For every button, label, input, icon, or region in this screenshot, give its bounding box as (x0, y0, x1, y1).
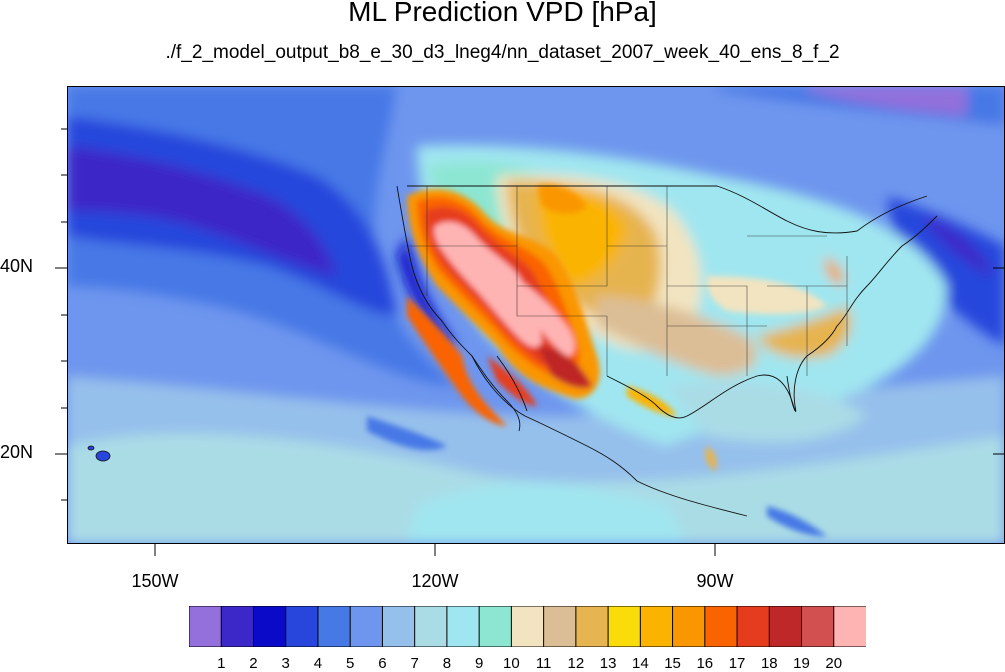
colorbar-label: 20 (825, 655, 843, 672)
colorbar-label: 1 (217, 655, 226, 672)
lon-label-120w: 120W (411, 571, 459, 591)
coastlines (396, 185, 938, 517)
colorbar-label: 7 (410, 655, 419, 672)
colorbar-swatch (801, 606, 835, 647)
map-subtitle: ./f_2_model_output_b8_e_30_d3_lneg4/nn_d… (165, 42, 840, 63)
colorbar-label: 12 (567, 655, 585, 672)
colorbar-swatch (446, 606, 481, 647)
colorbar-swatch (317, 606, 352, 647)
colorbar-label: 5 (346, 655, 355, 672)
colorbar-swatch (575, 606, 610, 647)
colorbar-swatch (607, 606, 642, 647)
colorbar-label: 13 (599, 655, 617, 672)
colorbar-swatch (768, 606, 803, 647)
colorbar-label: 2 (249, 655, 258, 672)
lon-label-90w: 90W (696, 571, 734, 591)
colorbar-swatch (189, 606, 223, 647)
colorbar-label: 14 (631, 655, 649, 672)
map-title: ML Prediction VPD [hPa] (348, 0, 657, 27)
lat-label-40n: 40N (0, 256, 34, 276)
colorbar-label: 17 (728, 655, 746, 672)
field-hotspots (367, 184, 827, 537)
colorbar-swatch (285, 606, 319, 647)
colorbar-label: 15 (664, 655, 681, 672)
colorbar-swatch (220, 606, 255, 647)
hawaii (87, 445, 111, 462)
colorbar-label: 6 (378, 655, 387, 672)
colorbar-swatch (704, 606, 739, 647)
colorbar-swatch (349, 606, 384, 647)
colorbar-swatch (414, 606, 448, 647)
lat-label-20n: 20N (0, 442, 34, 462)
colorbar (189, 606, 866, 647)
colorbar-label: 19 (793, 655, 810, 672)
field-blobs (67, 86, 1005, 544)
vpd-map (67, 86, 1005, 544)
colorbar-swatch (543, 606, 577, 647)
colorbar-swatch (639, 606, 674, 647)
colorbar-swatch (833, 606, 866, 647)
colorbar-label: 3 (281, 655, 290, 672)
colorbar-label: 10 (503, 655, 520, 672)
colorbar-label: 16 (696, 655, 714, 672)
colorbar-swatch (510, 606, 545, 647)
lon-label-150w: 150W (131, 571, 179, 591)
colorbar-label: 9 (474, 655, 484, 672)
colorbar-label: 18 (760, 655, 778, 672)
colorbar-swatch (672, 606, 706, 647)
vpd-field-svg (67, 86, 1005, 544)
colorbar-label: 11 (535, 655, 552, 672)
colorbar-swatch (381, 606, 416, 647)
colorbar-swatch (478, 606, 513, 647)
state-borders (407, 186, 848, 376)
colorbar-label: 8 (442, 655, 452, 672)
colorbar-swatch (736, 606, 771, 647)
colorbar-label: 4 (313, 655, 323, 672)
colorbar-swatch (252, 606, 287, 647)
